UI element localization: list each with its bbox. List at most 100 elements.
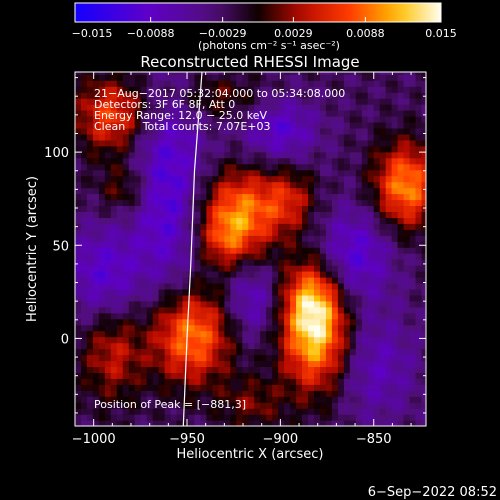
heatmap-cell xyxy=(379,253,387,260)
heatmap-cell xyxy=(343,157,351,165)
heatmap-cell xyxy=(361,294,369,302)
heatmap-cell xyxy=(379,163,387,171)
heatmap-cell xyxy=(200,330,208,338)
heatmap-cell xyxy=(116,408,124,415)
heatmap-cell xyxy=(110,336,118,344)
heatmap-cell xyxy=(116,163,124,171)
heatmap-cell xyxy=(98,235,106,242)
heatmap-cell xyxy=(134,312,142,320)
heatmap-cell xyxy=(320,247,327,254)
heatmap-cell xyxy=(86,72,94,75)
heatmap-cell xyxy=(254,259,261,266)
heatmap-cell xyxy=(349,366,357,373)
heatmap-cell xyxy=(325,324,333,332)
heatmap-cell xyxy=(385,151,393,159)
heatmap-cell xyxy=(188,205,196,212)
heatmap-cell xyxy=(373,98,381,105)
heatmap-cell xyxy=(224,235,231,242)
heatmap-cell xyxy=(337,324,345,332)
heatmap-cell xyxy=(409,259,417,266)
heatmap-cell xyxy=(158,133,166,141)
heatmap-cell xyxy=(331,288,339,296)
heatmap-cell xyxy=(152,217,160,224)
heatmap-cell xyxy=(421,139,426,147)
heatmap-cell xyxy=(176,265,184,272)
heatmap-cell xyxy=(92,312,100,320)
heatmap-cell xyxy=(170,74,178,81)
heatmap-cell xyxy=(296,98,303,105)
heatmap-cell xyxy=(379,241,387,248)
heatmap-cell xyxy=(343,193,351,201)
heatmap-cell xyxy=(355,193,363,201)
heatmap-cell xyxy=(379,127,387,135)
heatmap-cell xyxy=(230,241,237,248)
heatmap-cell xyxy=(116,366,124,373)
heatmap-cell xyxy=(164,259,172,266)
heatmap-cell xyxy=(391,74,399,81)
heatmap-cell xyxy=(188,133,196,141)
heatmap-cell xyxy=(158,241,166,248)
heatmap-cell xyxy=(361,414,369,421)
heatmap-cell xyxy=(248,354,255,362)
heatmap-cell xyxy=(170,253,178,260)
heatmap-cell xyxy=(260,157,267,165)
heatmap-cell xyxy=(397,157,405,165)
heatmap-cell xyxy=(391,384,399,391)
heatmap-cell xyxy=(242,259,249,266)
heatmap-cell xyxy=(349,354,357,362)
heatmap-cell xyxy=(122,271,130,278)
heatmap-cell xyxy=(170,139,178,147)
heatmap-cell xyxy=(391,324,399,332)
heatmap-cell xyxy=(146,157,154,165)
heatmap-cell xyxy=(98,372,106,379)
heatmap-cell xyxy=(128,80,136,87)
heatmap-cell xyxy=(421,366,426,373)
heatmap-cell xyxy=(290,187,297,195)
heatmap-cell xyxy=(343,217,351,224)
heatmap-cell xyxy=(331,318,339,326)
heatmap-cell xyxy=(331,324,339,332)
heatmap-cell xyxy=(290,342,297,350)
heatmap-cell xyxy=(379,74,387,81)
heatmap-cell xyxy=(248,378,255,385)
heatmap-cell xyxy=(81,217,88,224)
heatmap-cell xyxy=(170,312,178,320)
heatmap-cell xyxy=(337,157,345,165)
heatmap-cell xyxy=(331,294,339,302)
heatmap-cell xyxy=(397,288,405,296)
heatmap-cell xyxy=(152,390,160,397)
heatmap-cell xyxy=(218,139,225,147)
heatmap-cell xyxy=(415,360,423,367)
heatmap-cell xyxy=(200,80,208,87)
heatmap-cell xyxy=(230,396,237,403)
heatmap-cell xyxy=(409,181,417,189)
heatmap-cell xyxy=(320,104,327,111)
heatmap-cell xyxy=(152,360,160,367)
heatmap-cell xyxy=(104,98,112,105)
heatmap-cell xyxy=(325,86,333,93)
heatmap-cell xyxy=(373,247,381,254)
heatmap-cell xyxy=(337,127,345,135)
heatmap-cell xyxy=(230,187,237,195)
heatmap-cell xyxy=(170,80,178,87)
heatmap-cell xyxy=(397,354,405,362)
heatmap-cell xyxy=(224,110,231,117)
heatmap-cell xyxy=(272,306,279,314)
heatmap-cell xyxy=(391,205,399,212)
heatmap-cell xyxy=(146,348,154,356)
heatmap-cell xyxy=(188,372,196,379)
heatmap-cell xyxy=(236,366,243,373)
heatmap-cell xyxy=(248,116,255,123)
heatmap-cell xyxy=(230,98,237,105)
heatmap-cell xyxy=(266,92,273,99)
heatmap-cell xyxy=(343,110,351,117)
heatmap-cell xyxy=(254,312,261,320)
heatmap-cell xyxy=(278,402,285,409)
heatmap-cell xyxy=(260,336,267,344)
heatmap-cell xyxy=(320,121,327,129)
heatmap-cell xyxy=(355,259,363,266)
heatmap-cell xyxy=(224,116,231,123)
heatmap-cell xyxy=(331,390,339,397)
heatmap-cell xyxy=(158,121,166,129)
heatmap-cell xyxy=(302,133,309,141)
